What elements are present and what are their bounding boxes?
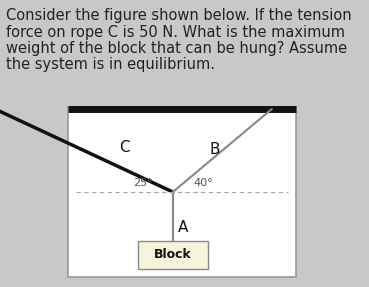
Text: Block: Block (154, 249, 192, 261)
Text: 40°: 40° (193, 178, 213, 188)
Text: C: C (120, 139, 130, 154)
Text: the system is in equilibrium.: the system is in equilibrium. (6, 57, 215, 73)
Text: weight of the block that can be hung? Assume: weight of the block that can be hung? As… (6, 41, 347, 56)
Bar (138, 241, 208, 269)
Text: B: B (210, 143, 220, 158)
Text: force on rope C is 50 N. What is the maximum: force on rope C is 50 N. What is the max… (6, 24, 345, 40)
Text: Consider the figure shown below. If the tension: Consider the figure shown below. If the … (6, 8, 352, 23)
Text: 25°: 25° (133, 178, 153, 188)
Bar (68, 107, 296, 277)
Text: A: A (178, 220, 188, 234)
